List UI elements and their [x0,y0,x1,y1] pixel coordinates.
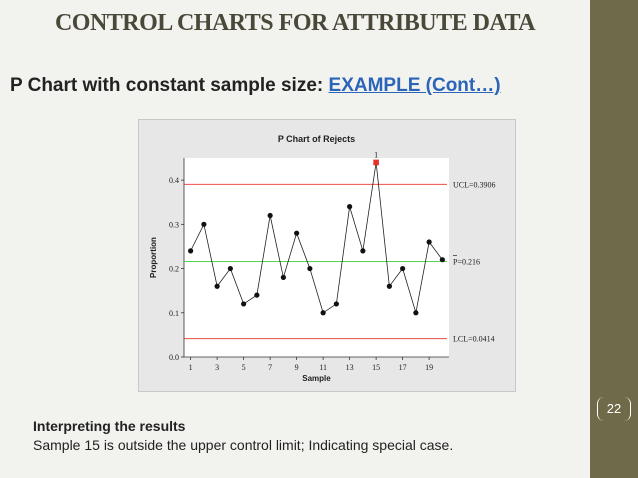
data-point [320,310,326,316]
data-point [241,301,247,307]
y-axis-label: Proportion [149,237,158,278]
ucl-label: UCL=0.3906 [453,180,496,189]
data-point [386,283,392,289]
data-point [267,212,273,219]
data-point [214,283,220,289]
chart-title: P Chart of Rejects [278,134,355,144]
slide-subtitle: P Chart with constant sample size: EXAMP… [10,74,510,97]
p-chart-panel: P Chart of Rejects 0.0 0.1 0.2 0.3 0.4 1 3 5 7 9 11… [138,119,516,392]
data-point [307,265,313,272]
data-point [227,265,233,272]
out-of-control-point [373,159,379,166]
data-point [400,265,406,272]
x-tick-label: 3 [215,363,219,372]
slide-title: CONTROL CHARTS FOR ATTRIBUTE DATA [54,10,536,36]
lcl-label: LCL=0.0414 [453,335,495,344]
data-point [294,230,300,236]
x-tick-label: 7 [268,363,272,372]
series-line [190,162,443,314]
x-tick-label: 11 [319,363,327,372]
x-tick-label: 9 [295,363,299,372]
x-tick-label: 17 [399,363,407,372]
data-point [413,310,419,316]
x-axis-label: Sample [302,374,331,383]
data-point [426,239,432,245]
center-label: P=0.216 [453,257,480,266]
y-tick-label: 0.0 [169,353,179,362]
x-tick-label: 15 [372,363,380,372]
subtitle-text: P Chart with constant sample size: [10,75,329,96]
y-tick-label: 0.3 [169,220,179,229]
data-point [347,204,353,210]
y-tick-label: 0.2 [169,265,179,274]
data-point [254,292,260,298]
x-tick-label: 13 [346,363,354,372]
data-point [333,301,339,307]
y-tick-label: 0.4 [169,176,179,185]
data-point [280,274,286,280]
page-number: 22 [597,397,631,421]
interpretation-text: Sample 15 is outside the upper control l… [33,437,454,453]
data-point [188,248,194,254]
y-tick-label: 0.1 [169,309,179,318]
plot-area [184,158,449,357]
x-tick-label: 5 [242,363,246,372]
example-link[interactable]: EXAMPLE (Cont…) [328,75,501,96]
x-tick-label: 19 [425,363,433,372]
interpretation-title: Interpreting the results [33,418,186,434]
data-point [201,221,207,227]
data-point [439,257,445,263]
out-of-control-flag: 1 [374,150,378,159]
data-point [360,248,366,254]
x-tick-label: 1 [189,363,193,372]
